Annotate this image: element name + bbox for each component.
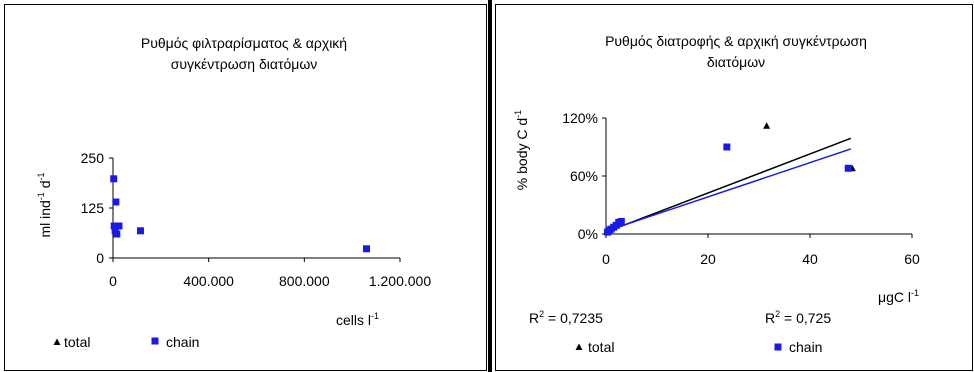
right-chart-frame (495, 4, 973, 371)
data-point-chain (110, 175, 118, 183)
x-tick-label: 1.200.000 (369, 273, 431, 289)
chart-title-line: διατόμων (707, 54, 765, 70)
filtration-rate-chart: Ρυθμός φιλτραρίσματος & αρχική συγκέντρωσ… (36, 35, 431, 350)
legend-label-total: total (64, 334, 90, 350)
data-point-chain (844, 164, 852, 172)
r2-chain-label: R2 = 0,725 (765, 309, 831, 326)
legend-marker-total (53, 338, 61, 345)
x-tick-label: 60 (904, 251, 920, 267)
x-tick-label: 0 (109, 273, 117, 289)
panel-divider (488, 0, 492, 372)
trendline-chain (605, 148, 852, 232)
y-tick-label: 60% (570, 168, 598, 184)
trendline-total (605, 137, 852, 233)
y-axis-label: % body C d-1 (513, 110, 530, 190)
y-tick-label: 250 (81, 150, 105, 166)
x-tick-label: 400.000 (183, 273, 234, 289)
y-tick-label: 120% (562, 110, 598, 126)
y-tick-label: 0% (578, 226, 598, 242)
chart-title-line: συγκέντρωση διατόμων (171, 56, 318, 72)
chart-title-line: Ρυθμός φιλτραρίσματος & αρχική (141, 35, 347, 51)
data-point-chain (112, 198, 120, 206)
chart-title-line: Ρυθμός διατροφής & αρχική συγκέντρωση (605, 33, 867, 49)
data-point-chain (617, 217, 625, 225)
x-tick-label: 800.000 (279, 273, 330, 289)
r2-total-label: R2 = 0,7235 (529, 309, 603, 326)
x-axis-label: μgC l-1 (878, 288, 919, 305)
data-point-chain (363, 245, 371, 253)
right-chart-panel: Ρυθμός διατροφής & αρχική συγκέντρωση δια… (492, 0, 974, 372)
y-tick-label: 0 (96, 250, 104, 266)
data-point-chain (115, 222, 123, 230)
data-point-chain (137, 227, 145, 235)
y-tick-label: 125 (81, 200, 105, 216)
legend-marker-chain (151, 337, 159, 345)
legend-label-total: total (588, 339, 614, 355)
x-tick-label: 0 (602, 251, 610, 267)
legend-marker-total (575, 343, 583, 350)
legend-label-chain: chain (789, 339, 822, 355)
legend-marker-chain (774, 343, 782, 351)
left-chart-frame (4, 4, 487, 371)
feeding-rate-chart: Ρυθμός διατροφής & αρχική συγκέντρωση δια… (513, 33, 920, 355)
data-point-total (763, 122, 771, 129)
x-tick-label: 20 (700, 251, 716, 267)
left-chart-panel: Ρυθμός φιλτραρίσματος & αρχική συγκέντρωσ… (4, 4, 487, 371)
data-point-chain (723, 143, 731, 151)
x-tick-label: 40 (802, 251, 818, 267)
y-axis-label: ml ind-1 d-1 (36, 172, 53, 237)
legend-label-chain: chain (166, 334, 199, 350)
data-point-chain (113, 230, 121, 238)
x-axis-label: cells l-1 (336, 311, 379, 328)
